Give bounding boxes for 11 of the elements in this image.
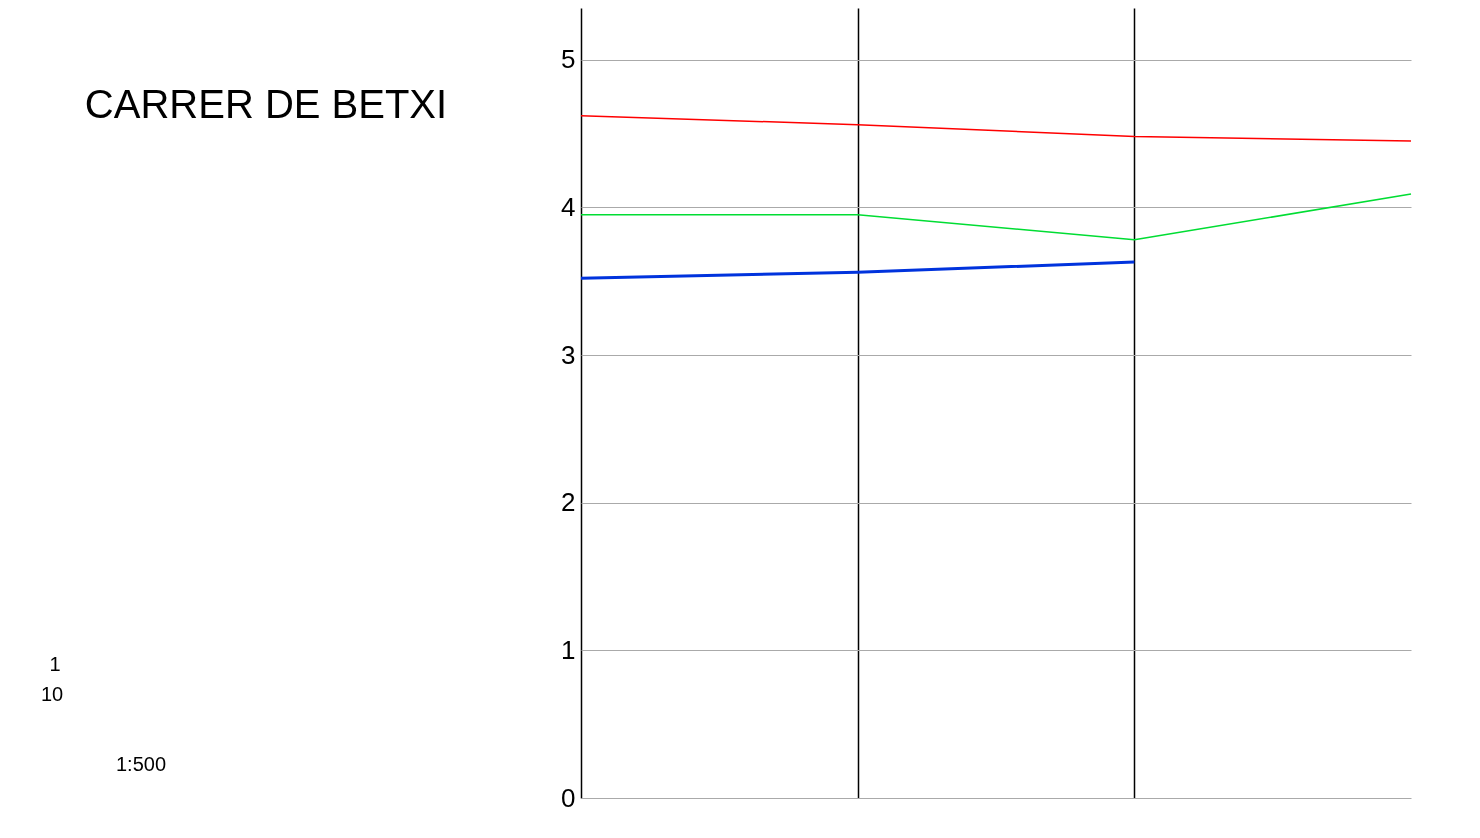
text: CARRER DE BETXI [84,81,448,126]
y-tick-label: 5 [561,44,576,75]
y-tick-label: 4 [561,191,576,222]
text: 10 [40,682,64,705]
line-series [580,115,1412,142]
y-tick-label: 1 [561,634,576,665]
y-tick-label: 0 [561,782,576,813]
text: 1:500 [115,752,167,775]
text: 1 [49,653,61,676]
y-tick-label: 3 [561,339,576,370]
y-tick-label: 2 [561,487,576,518]
